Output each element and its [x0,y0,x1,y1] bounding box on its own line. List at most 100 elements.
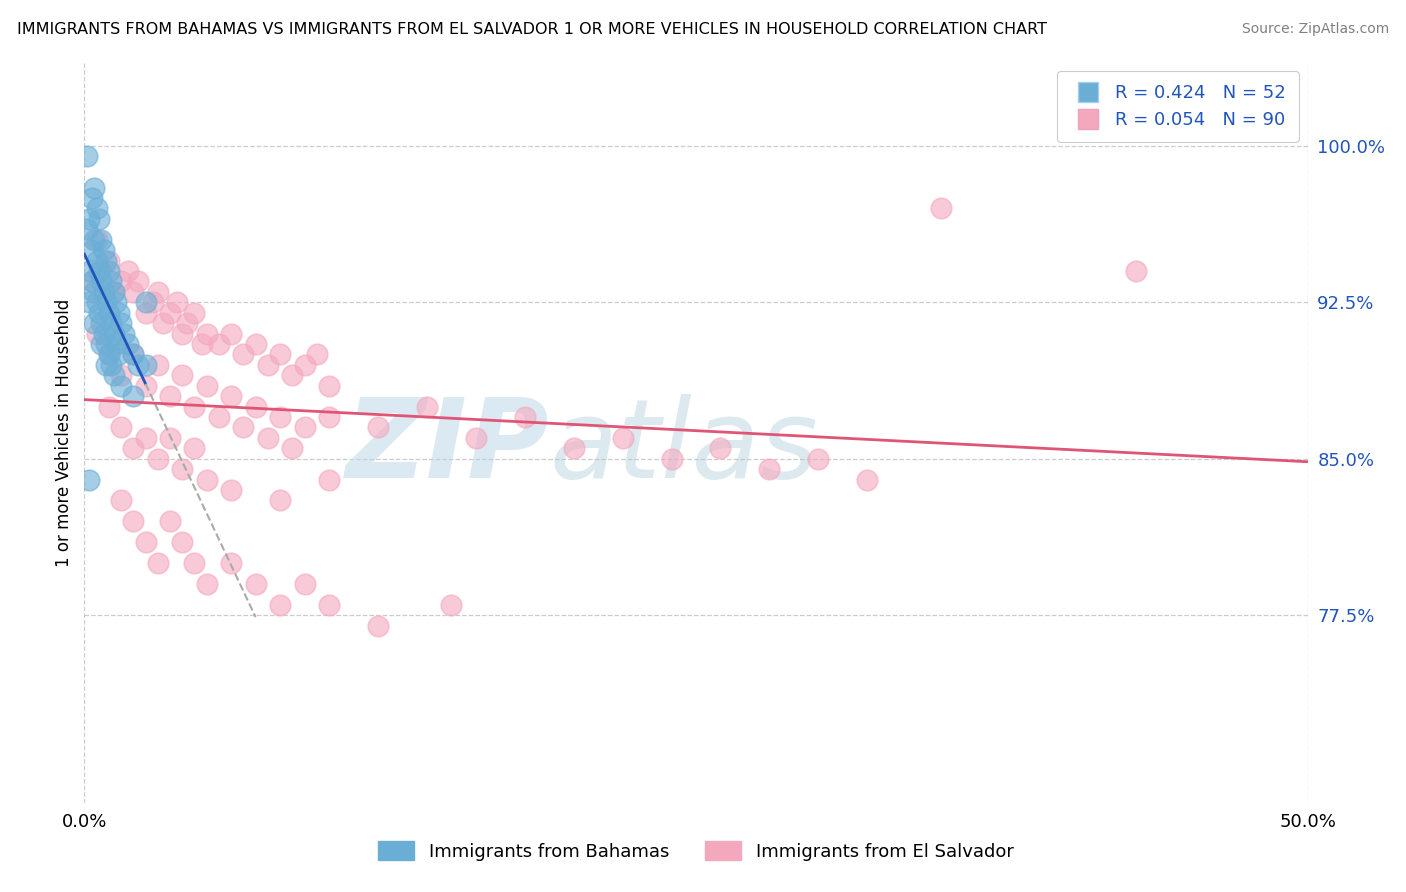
Point [135,306,157,320]
Point [294,358,316,372]
Point [219,326,242,341]
Point [83,180,105,194]
Point [294,577,316,591]
Point [135,295,157,310]
Point [122,285,145,299]
Point [97,264,120,278]
Point [172,535,194,549]
Point [172,462,194,476]
Point [122,347,145,361]
Point [183,400,205,414]
Point [110,420,132,434]
Point [87,306,110,320]
Point [112,326,135,341]
Point [110,368,132,383]
Point [86,326,108,341]
Point [257,431,280,445]
Point [83,285,105,299]
Point [464,431,486,445]
Text: ZIP: ZIP [346,394,550,501]
Point [257,358,280,372]
Point [807,451,830,466]
Point [90,316,112,330]
Point [135,378,157,392]
Point [80,274,103,288]
Point [97,347,120,361]
Point [195,326,218,341]
Point [90,274,112,288]
Point [219,483,242,497]
Point [146,285,169,299]
Point [661,451,683,466]
Point [93,243,115,257]
Point [90,337,112,351]
Point [146,556,169,570]
Point [105,337,128,351]
Point [1125,264,1147,278]
Point [513,409,536,424]
Point [135,535,157,549]
Point [440,598,463,612]
Point [142,295,165,310]
Point [110,274,132,288]
Point [127,274,149,288]
Point [117,264,139,278]
Point [86,295,108,310]
Point [135,431,157,445]
Point [107,347,129,361]
Point [80,274,103,288]
Text: Source: ZipAtlas.com: Source: ZipAtlas.com [1241,22,1389,37]
Point [152,316,174,330]
Point [219,389,242,403]
Point [103,285,125,299]
Point [86,253,108,268]
Point [318,598,340,612]
Point [96,295,118,310]
Point [318,409,340,424]
Point [90,233,112,247]
Point [318,378,340,392]
Point [245,337,267,351]
Y-axis label: 1 or more Vehicles in Household: 1 or more Vehicles in Household [55,299,73,566]
Point [122,514,145,528]
Point [76,222,98,236]
Point [97,306,120,320]
Point [77,264,100,278]
Point [77,211,100,226]
Point [159,306,181,320]
Point [269,347,291,361]
Point [77,473,100,487]
Point [172,368,194,383]
Point [76,149,98,163]
Point [96,253,118,268]
Point [269,493,291,508]
Point [191,337,214,351]
Point [122,347,145,361]
Point [105,295,128,310]
Point [208,337,231,351]
Point [245,577,267,591]
Point [318,473,340,487]
Point [100,316,122,330]
Point [176,316,198,330]
Point [103,326,125,341]
Point [87,264,110,278]
Point [86,233,108,247]
Point [110,378,132,392]
Point [159,389,181,403]
Text: atlas: atlas [550,394,818,501]
Text: IMMIGRANTS FROM BAHAMAS VS IMMIGRANTS FROM EL SALVADOR 1 OR MORE VEHICLES IN HOU: IMMIGRANTS FROM BAHAMAS VS IMMIGRANTS FR… [17,22,1047,37]
Point [135,358,157,372]
Point [146,451,169,466]
Point [107,306,129,320]
Point [929,202,952,216]
Point [183,306,205,320]
Point [294,420,316,434]
Point [195,473,218,487]
Point [80,243,103,257]
Point [87,211,110,226]
Point [103,368,125,383]
Point [195,577,218,591]
Point [80,191,103,205]
Point [709,442,731,456]
